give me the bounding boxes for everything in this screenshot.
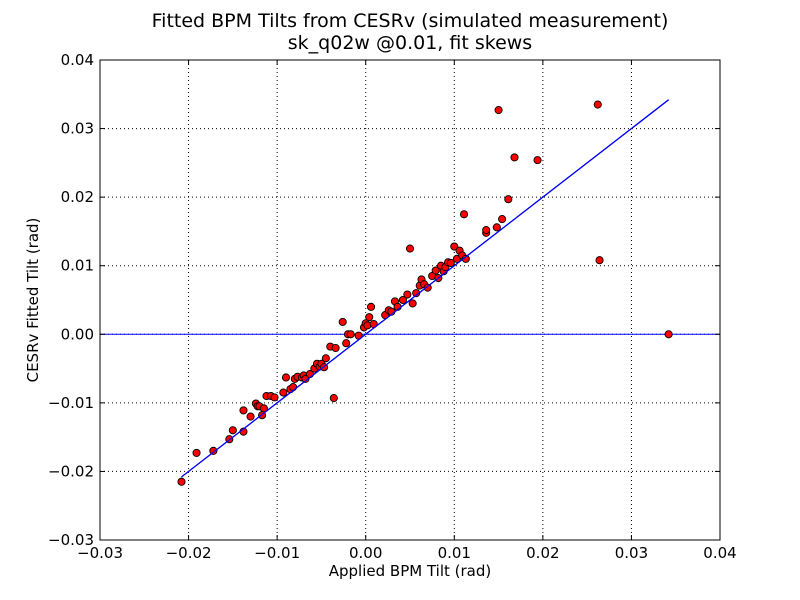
data-point: [423, 283, 432, 292]
data-point: [459, 210, 469, 219]
data-point: [498, 215, 507, 224]
axis-ticks: −0.03 −0.02 −0.01 0.00 0.01 0.02 0.03 0.04 −0.03…: [48, 51, 737, 562]
y-axis-label: CESRv Fitted Tilt (rad): [24, 218, 42, 383]
data-point: [342, 339, 351, 348]
data-point: [246, 412, 255, 421]
data-point: [408, 299, 417, 308]
data-point: [209, 446, 218, 455]
data-point: [331, 343, 340, 353]
data-point: [177, 477, 186, 486]
x-tick-label: 0.04: [703, 544, 736, 562]
chart-title: Fitted BPM Tilts from CESRv (simulated m…: [152, 10, 669, 32]
x-tick-label: 0.02: [526, 544, 559, 562]
data-point: [510, 153, 519, 162]
data-point: [504, 195, 513, 204]
data-point: [593, 100, 602, 109]
x-tick-label: 0.01: [438, 544, 471, 562]
data-point: [431, 266, 440, 275]
x-tick-label: −0.02: [166, 544, 212, 562]
data-point: [365, 313, 374, 322]
data-point: [329, 394, 338, 403]
data-point: [281, 373, 291, 382]
y-tick-label: −0.01: [48, 394, 94, 412]
data-point: [664, 330, 673, 339]
data-point: [405, 244, 415, 253]
data-point: [595, 256, 604, 265]
data-point: [321, 354, 330, 363]
data-point: [270, 393, 279, 402]
y-tick-label: 0.00: [61, 325, 94, 343]
data-point: [289, 383, 298, 392]
data-point: [492, 223, 501, 232]
x-tick-label: 0.00: [349, 544, 382, 562]
x-tick-label: 0.03: [615, 544, 648, 562]
data-point: [346, 330, 355, 339]
data-point: [366, 302, 376, 311]
fit-line-overlay: [181, 99, 669, 478]
data-point: [446, 258, 455, 268]
data-point: [403, 290, 412, 299]
data-point: [482, 226, 491, 235]
y-tick-label: −0.02: [48, 462, 94, 480]
x-tick-label: −0.01: [254, 544, 300, 562]
data-point: [494, 106, 503, 115]
x-tick-label: −0.03: [77, 544, 123, 562]
chart-subtitle: sk_q02w @0.01, fit skews: [288, 32, 532, 54]
data-point: [398, 295, 407, 305]
data-point: [450, 242, 459, 251]
data-point: [279, 388, 288, 397]
data-point: [192, 448, 201, 457]
data-point: [259, 404, 268, 413]
y-tick-label: 0.01: [61, 257, 94, 275]
data-point: [338, 317, 347, 326]
y-tick-label: 0.03: [61, 120, 94, 138]
y-tick-label: −0.03: [48, 531, 94, 549]
data-point: [239, 406, 248, 415]
x-axis-label: Applied BPM Tilt (rad): [329, 562, 491, 580]
plot-frame: [99, 59, 721, 541]
data-point: [228, 426, 237, 435]
data-points: [177, 99, 673, 486]
data-point: [533, 156, 542, 165]
y-tick-label: 0.02: [61, 188, 94, 206]
y-tick-label: 0.04: [61, 51, 94, 69]
